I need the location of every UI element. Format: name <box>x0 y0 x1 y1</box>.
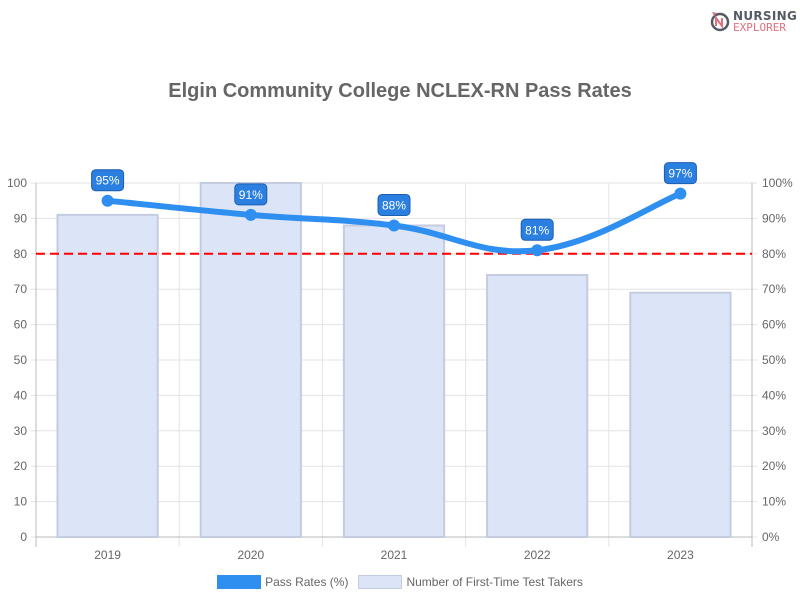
y-tick-label-right: 100% <box>762 176 793 190</box>
bar <box>199 182 302 538</box>
y-tick-label-right: 30% <box>762 424 786 438</box>
bar <box>56 213 159 539</box>
nursing-explorer-logo: NURSING EXPLORER <box>710 8 798 36</box>
y-tick-label-right: 90% <box>762 211 786 225</box>
logo-text-bottom: EXPLORER <box>733 21 786 34</box>
legend-label: Pass Rates (%) <box>265 575 349 589</box>
y-tick-label-left: 90 <box>14 211 28 225</box>
y-tick-label-left: 60 <box>14 318 28 332</box>
data-label-box <box>520 218 554 241</box>
y-tick-label-left: 0 <box>20 530 27 544</box>
pass-rate-point <box>244 208 257 221</box>
legend-label: Number of First-Time Test Takers <box>406 575 583 589</box>
y-tick-label-right: 40% <box>762 388 786 402</box>
data-label: 95% <box>96 174 120 188</box>
logo-icon <box>710 12 730 32</box>
pass-rate-point <box>101 194 114 207</box>
y-tick-label-left: 100 <box>7 176 27 190</box>
data-label-box <box>377 193 411 216</box>
y-tick-label-left: 70 <box>14 282 28 296</box>
y-tick-label-left: 80 <box>14 247 28 261</box>
bar <box>342 224 446 538</box>
y-tick-label-right: 20% <box>762 459 786 473</box>
y-tick-label-right: 50% <box>762 353 786 367</box>
pass-rate-point <box>674 187 687 200</box>
data-label-box <box>91 169 125 192</box>
y-tick-label-right: 60% <box>762 318 786 332</box>
y-tick-label-left: 30 <box>14 424 28 438</box>
x-tick-label: 2019 <box>94 548 121 562</box>
bar <box>629 291 732 538</box>
y-tick-label-left: 40 <box>14 388 28 402</box>
y-tick-label-right: 10% <box>762 495 786 509</box>
data-label-box <box>234 183 268 206</box>
data-label: 97% <box>668 167 692 181</box>
legend-swatch-line <box>217 575 262 589</box>
pass-rate-point <box>388 219 400 232</box>
pass-rate-point <box>531 244 544 257</box>
x-tick-label: 2022 <box>524 548 551 562</box>
data-label-box <box>663 162 697 185</box>
logo-text-top: NURSING <box>733 9 798 23</box>
data-label: 91% <box>239 188 263 202</box>
bar <box>486 274 589 538</box>
legend-item-pass-rates[interactable]: Pass Rates (%) <box>217 575 348 589</box>
legend-item-test-takers[interactable]: Number of First-Time Test Takers <box>358 575 583 589</box>
x-tick-label: 2021 <box>381 548 408 562</box>
y-tick-label-right: 70% <box>762 282 786 296</box>
y-tick-label-left: 50 <box>14 353 28 367</box>
y-tick-label-left: 10 <box>14 495 28 509</box>
legend: Pass Rates (%) Number of First-Time Test… <box>0 575 800 589</box>
x-tick-label: 2020 <box>237 548 264 562</box>
chart-title: Elgin Community College NCLEX-RN Pass Ra… <box>168 80 632 102</box>
y-tick-label-right: 0% <box>762 530 780 544</box>
y-tick-label-right: 80% <box>762 247 786 261</box>
legend-swatch-bar <box>358 575 403 589</box>
data-label: 81% <box>525 223 549 237</box>
x-tick-label: 2023 <box>667 548 694 562</box>
y-tick-label-left: 20 <box>14 459 28 473</box>
data-label: 88% <box>382 198 406 212</box>
